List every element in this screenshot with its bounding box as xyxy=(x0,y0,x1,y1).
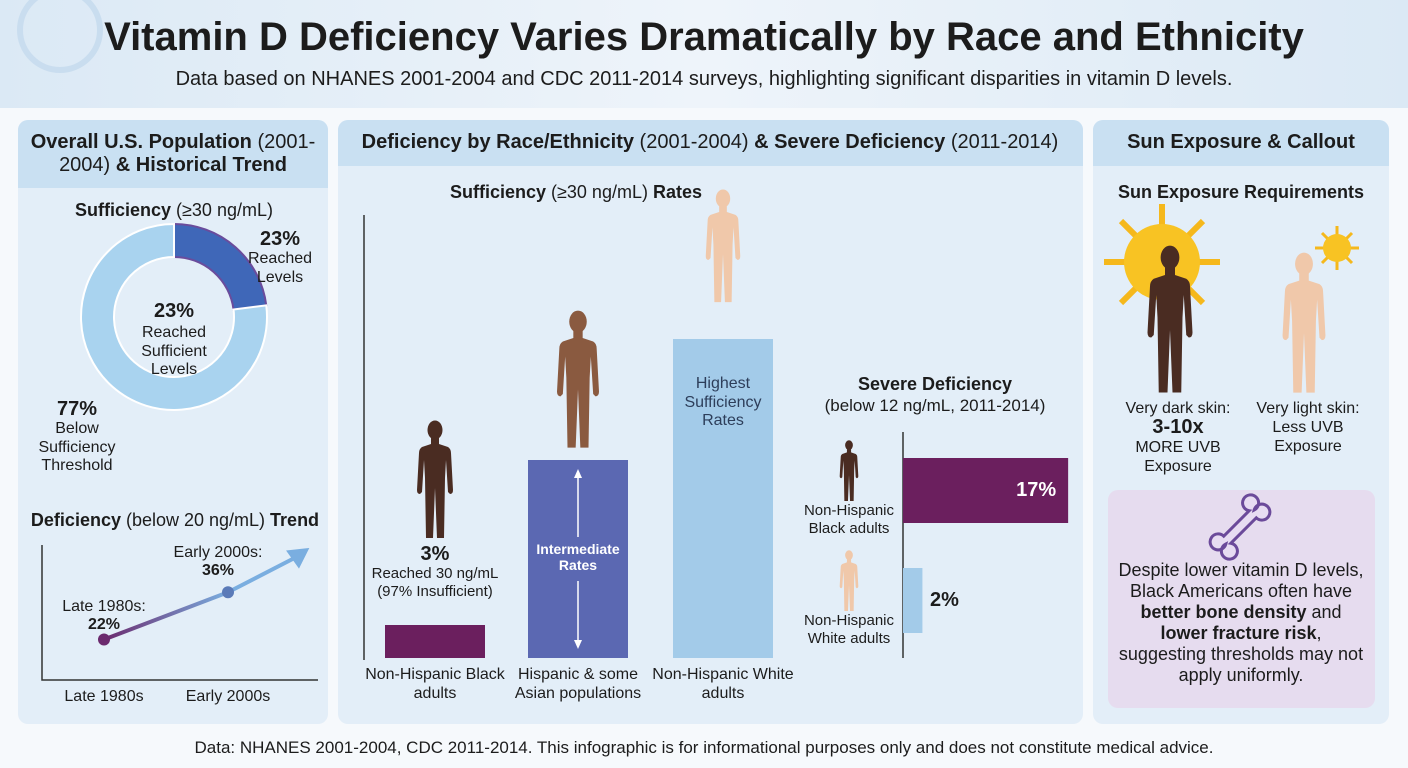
point-label: Early 2000s: xyxy=(173,544,263,562)
text-part: Trend xyxy=(270,510,320,530)
text-part: and xyxy=(1306,602,1347,623)
category-label: Non-Hispanic Black adults xyxy=(803,502,895,537)
bar xyxy=(903,568,923,633)
center-label: Reached Sufficient Levels xyxy=(141,324,207,379)
value-label: 17% xyxy=(1016,478,1057,501)
bar xyxy=(673,339,773,658)
bar-label: Highest Sufficiency Rates xyxy=(684,375,762,430)
trend-arrow xyxy=(227,551,304,595)
bar xyxy=(903,458,1069,523)
text-part: & Historical Trend xyxy=(115,154,287,177)
text-part: Sun Exposure & Callout xyxy=(1127,131,1355,153)
subtitle: Data based on NHANES 2001-2004 and CDC 2… xyxy=(175,68,1233,90)
text-part: , suggesting thresholds may not apply un… xyxy=(1118,623,1369,686)
data-point xyxy=(222,586,234,599)
text-part: Sufficiency xyxy=(450,182,552,202)
arrow-head xyxy=(574,640,582,649)
text-part: Deficiency xyxy=(30,510,126,530)
donut-slice xyxy=(80,222,268,411)
panel-title: Sun Exposure & Callout xyxy=(1096,131,1386,154)
header-band xyxy=(0,0,1408,108)
bar-label: Reached 30 ng/mL (97% Insufficient) xyxy=(371,565,499,600)
chart-title: Sufficiency (≥30 ng/mL) Rates xyxy=(376,182,776,203)
uvb-note: Less UVB Exposure xyxy=(1272,419,1344,455)
panel-title: Overall U.S. Population (2001-2004) & Hi… xyxy=(23,131,323,178)
value-label: 23% xyxy=(259,228,301,250)
bar-label: Intermediate Rates xyxy=(536,541,620,574)
uvb-note: MORE UVB Exposure xyxy=(1135,439,1221,475)
point-label: Late 1980s: xyxy=(62,597,146,615)
arrow-head xyxy=(286,547,310,569)
text-part: (≥30 ng/mL) xyxy=(176,200,273,220)
chart-title: Severe Deficiency xyxy=(857,374,1013,394)
callout-text: Despite lower vitamin D levels, Black Am… xyxy=(1116,560,1366,686)
text-part: & Severe Deficiency xyxy=(754,131,951,153)
text-part: Sufficiency xyxy=(75,200,177,220)
bone-icon xyxy=(1208,493,1272,561)
text-part: (≥30 ng/mL) xyxy=(551,182,653,202)
category-label: Below Sufficiency Threshold xyxy=(38,420,116,475)
title: Vitamin D Deficiency Varies Dramatically… xyxy=(104,15,1304,59)
bar xyxy=(385,625,485,658)
uvb-factor: 3-10x xyxy=(1152,416,1204,438)
value-label: 36% xyxy=(201,562,235,580)
text-part: Deficiency by Race/Ethnicity xyxy=(361,131,640,153)
panel-header xyxy=(18,120,328,188)
category-label: Reached Levels xyxy=(247,250,313,286)
axis-line xyxy=(41,545,318,681)
text-part: Overall U.S. Population xyxy=(30,131,258,153)
x-tick-label: Hispanic & some Asian populations xyxy=(514,666,642,702)
text-part: Rates xyxy=(652,182,702,202)
skin-label: Very light skin: xyxy=(1256,400,1360,417)
arrow-head xyxy=(574,469,582,478)
trend-line xyxy=(103,590,229,642)
footer: Data: NHANES 2001-2004, CDC 2011-2014. T… xyxy=(194,738,1214,757)
text-part: better bone density xyxy=(1140,602,1307,623)
section-title: Sun Exposure Requirements xyxy=(1117,182,1365,202)
value-label: 2% xyxy=(929,588,959,611)
panel-title: Deficiency by Race/Ethnicity (2001-2004)… xyxy=(340,131,1080,154)
panel-header xyxy=(338,120,1083,166)
chart-title: Sufficiency (≥30 ng/mL) xyxy=(29,200,319,221)
callout-box xyxy=(1108,490,1375,708)
text-part: (2001-2004) xyxy=(59,131,316,177)
center-value: 23% xyxy=(153,300,195,322)
panel-header xyxy=(1093,120,1389,166)
chart-title: Deficiency (below 20 ng/mL) Trend xyxy=(25,510,325,531)
value-label: 22% xyxy=(87,615,121,633)
x-tick-label: Non-Hispanic White adults xyxy=(652,666,794,702)
value-label: 77% xyxy=(56,398,98,420)
skin-label: Very dark skin: xyxy=(1125,400,1231,417)
text-part: (2011-2014) xyxy=(950,131,1059,153)
value-label: 3% xyxy=(420,543,450,565)
text-part: Despite lower vitamin D levels, Black Am… xyxy=(1118,560,1369,602)
category-label: Non-Hispanic White adults xyxy=(803,612,895,647)
x-tick-label: Late 1980s xyxy=(64,688,144,705)
x-tick-label: Early 2000s xyxy=(185,688,271,705)
x-tick-label: Non-Hispanic Black adults xyxy=(365,666,505,702)
text-part: (2001-2004) xyxy=(639,131,755,153)
text-part: lower fracture risk xyxy=(1160,623,1317,644)
text-part: (below 20 ng/mL) xyxy=(125,510,271,530)
chart-subtitle: (below 12 ng/mL, 2011-2014) xyxy=(824,396,1046,415)
data-point xyxy=(98,633,110,646)
small-sun xyxy=(1315,226,1359,270)
